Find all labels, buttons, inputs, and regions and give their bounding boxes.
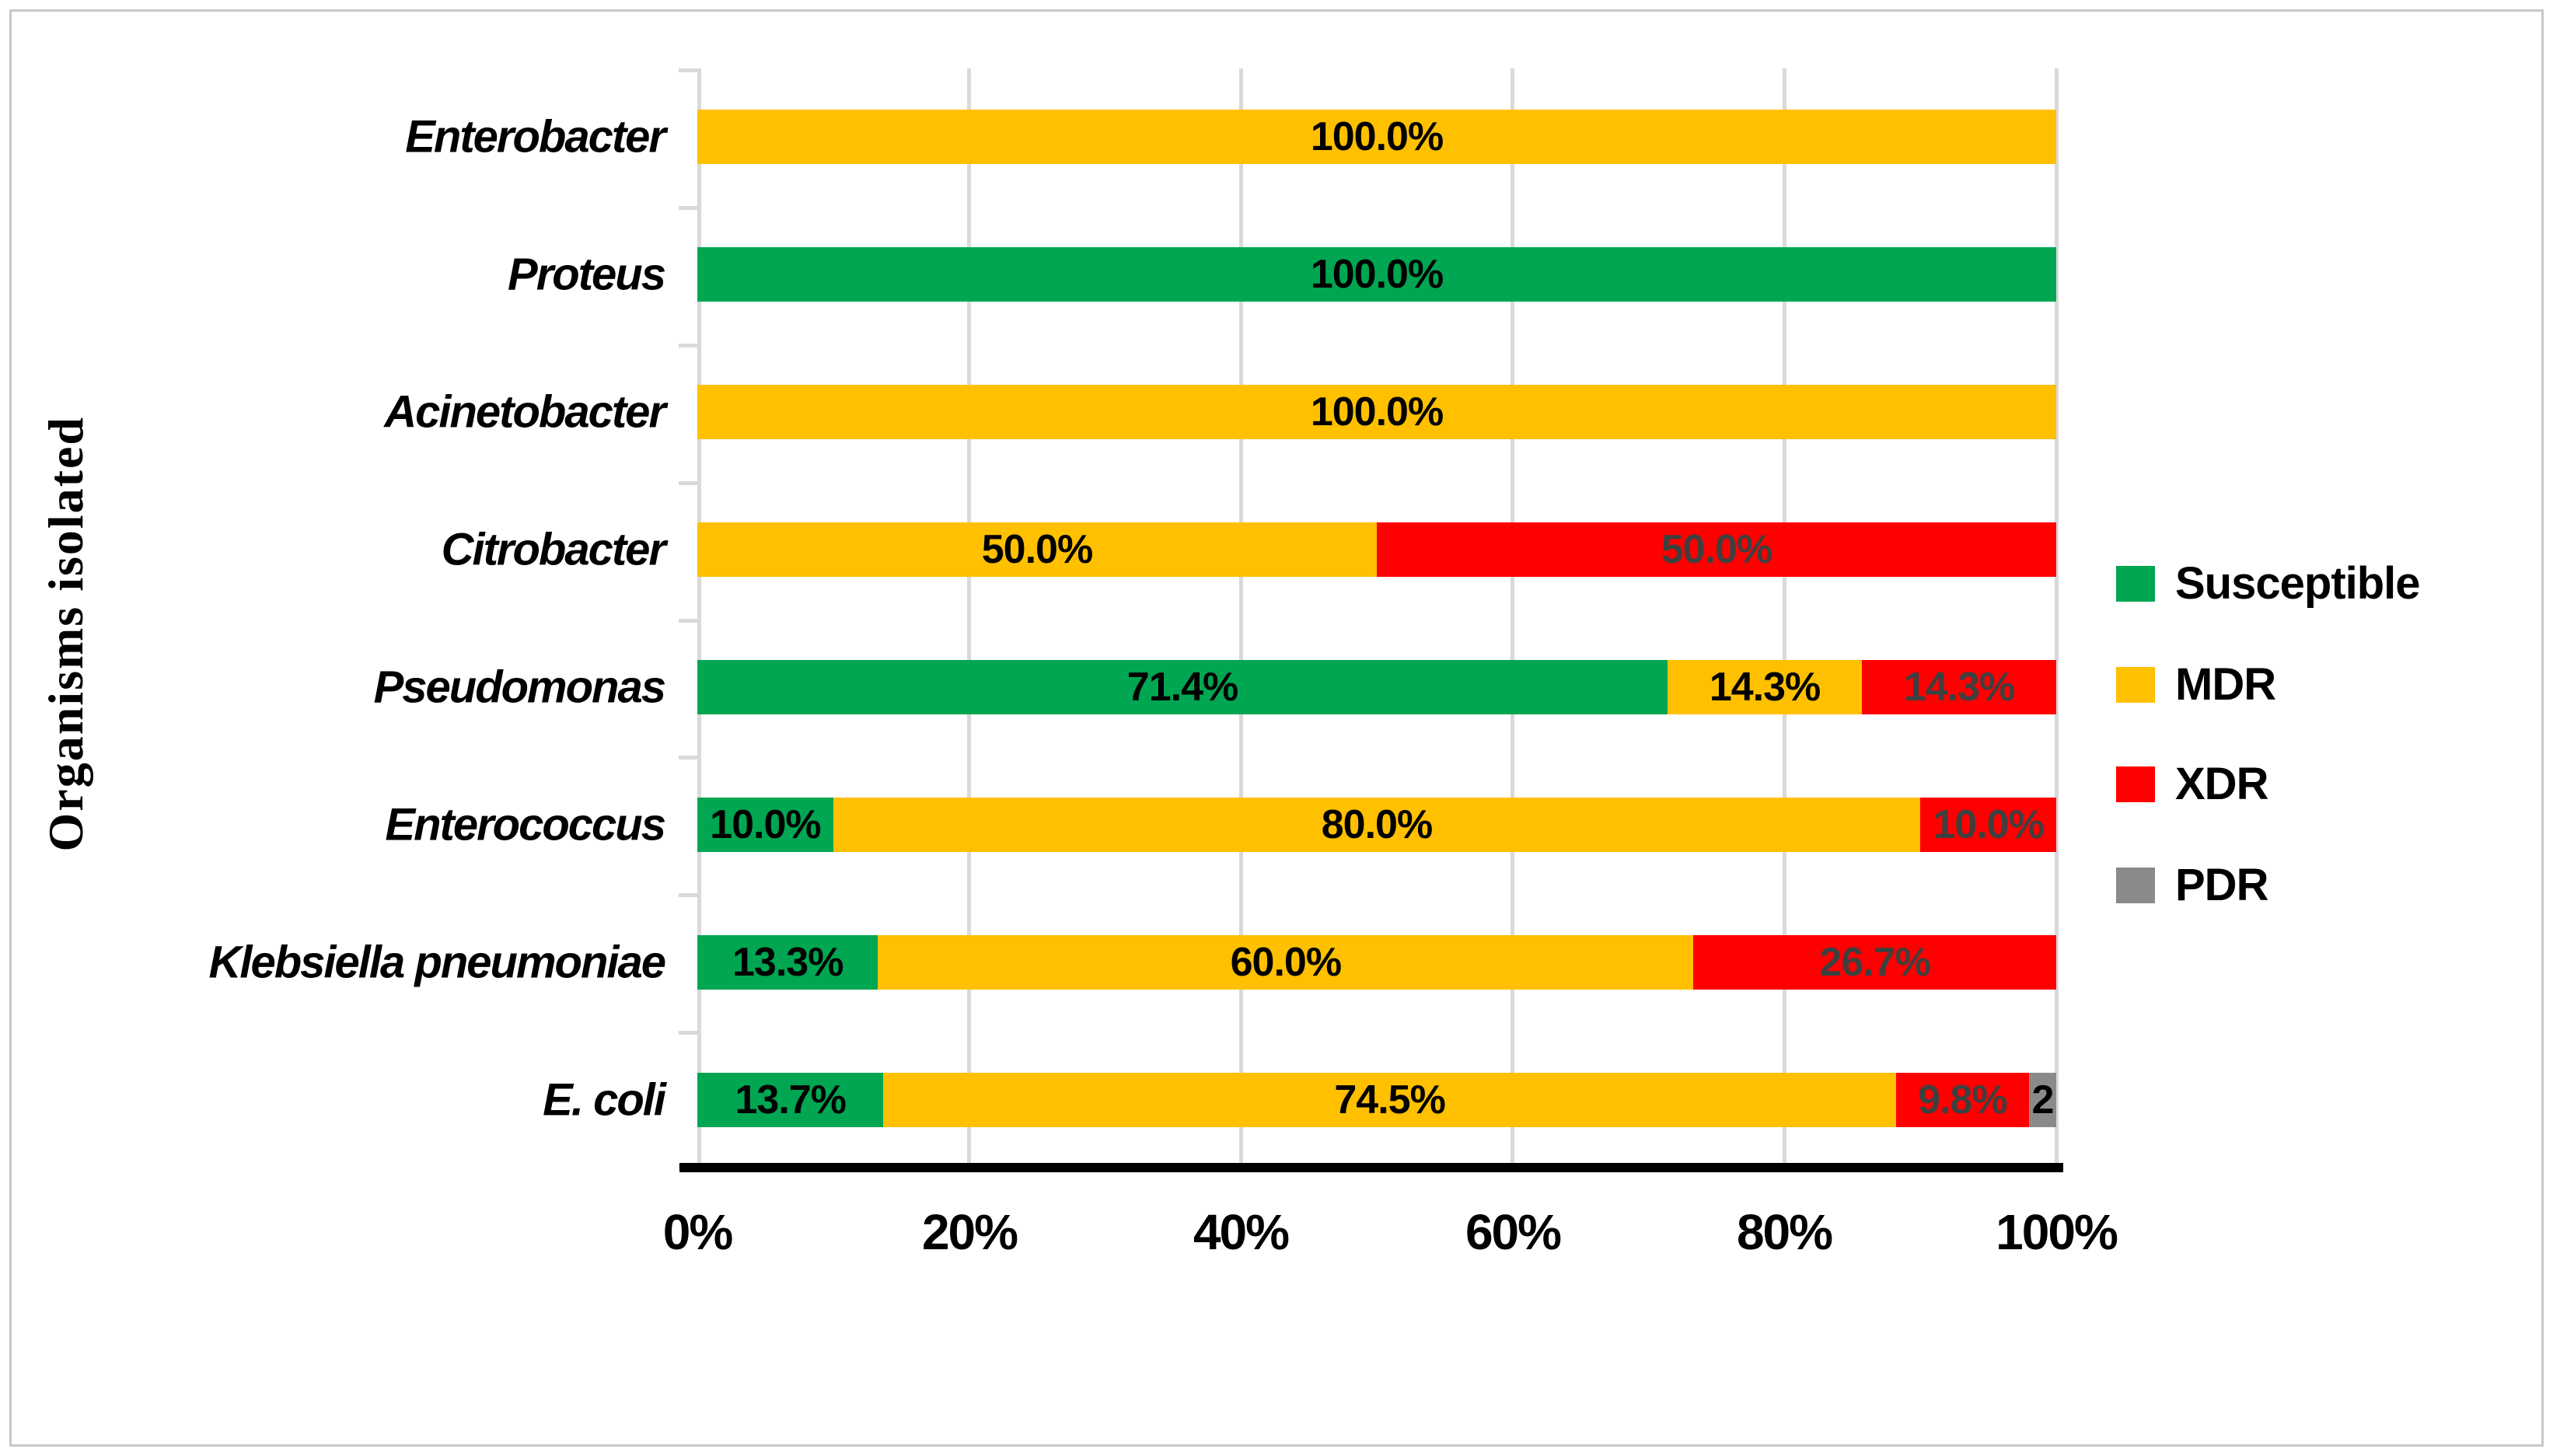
y-axis-tick	[679, 481, 697, 485]
bar-segment-susceptible: 10.0%	[697, 798, 833, 852]
bar-segment-mdr: 100.0%	[697, 110, 2056, 164]
category-label: Pseudomonas	[373, 662, 666, 713]
data-label: 14.3%	[1903, 665, 2015, 710]
category-label: Enterobacter	[405, 111, 666, 162]
data-label: 80.0%	[1321, 802, 1433, 847]
y-axis-tick	[679, 756, 697, 759]
x-axis-tick-label: 100%	[1996, 1204, 2118, 1260]
data-label: 71.4%	[1126, 665, 1238, 710]
bar-row-enterobacter: 100.0%	[697, 110, 2056, 164]
bar-row-proteus: 100.0%	[697, 247, 2056, 302]
bar-segment-mdr: 80.0%	[833, 798, 1921, 852]
x-axis-tick-label: 40%	[1193, 1204, 1290, 1260]
bar-segment-pdr: 2	[2029, 1073, 2056, 1127]
x-axis-tick-label: 0%	[662, 1204, 733, 1260]
y-axis-tick	[679, 893, 697, 897]
bar-segment-mdr: 60.0%	[878, 935, 1694, 990]
data-label: 100.0%	[1310, 252, 1444, 297]
legend-entry-mdr: MDR	[2116, 659, 2276, 710]
data-label: 100.0%	[1310, 389, 1444, 435]
gridline-40%	[1238, 68, 1243, 1168]
legend-entry-xdr: XDR	[2116, 762, 2268, 807]
gridline-60%	[1510, 68, 1515, 1168]
category-label: Klebsiella pneumoniae	[208, 937, 666, 988]
bar-row-pseudomonas: 71.4% 14.3% 14.3%	[697, 660, 2056, 714]
x-axis-tick-label: 60%	[1465, 1204, 1562, 1260]
bar-row-e-coli: 13.7% 74.5% 9.8% 2	[697, 1073, 2056, 1127]
bar-segment-mdr: 74.5%	[883, 1073, 1896, 1127]
bar-segment-xdr: 9.8%	[1895, 1073, 2030, 1127]
y-axis-tick	[679, 206, 697, 210]
gridline-20%	[967, 68, 972, 1168]
y-axis-tick	[679, 68, 697, 72]
data-label: 10.0%	[1933, 802, 2044, 847]
data-label: 50.0%	[1661, 527, 1772, 572]
bar-segment-susceptible: 71.4%	[697, 660, 1668, 714]
data-label: 74.5%	[1334, 1077, 1445, 1123]
data-label: 9.8%	[1918, 1077, 2008, 1123]
x-axis-line	[679, 1163, 2063, 1172]
y-axis-tick	[679, 1031, 697, 1035]
category-label: Acinetobacter	[384, 386, 666, 438]
legend-swatch-pdr	[2116, 868, 2155, 903]
y-axis-tick	[679, 344, 697, 347]
data-label: 14.3%	[1709, 665, 1821, 710]
bar-segment-mdr: 14.3%	[1668, 660, 1863, 714]
y-axis-tick	[679, 619, 697, 623]
category-label: E. coli	[543, 1074, 666, 1126]
legend-swatch-mdr	[2116, 667, 2155, 703]
bar-segment-susceptible: 13.7%	[697, 1073, 884, 1127]
legend-entry-pdr: PDR	[2116, 863, 2268, 908]
legend-swatch-xdr	[2116, 766, 2155, 802]
y-axis-line	[697, 68, 701, 1168]
legend-entry-susceptible: Susceptible	[2116, 558, 2421, 609]
category-label: Enterococcus	[385, 799, 666, 850]
bar-segment-xdr: 14.3%	[1862, 660, 2056, 714]
bar-row-klebsiella-pneumoniae: 13.3% 60.0% 26.7%	[697, 935, 2056, 990]
legend-label: Susceptible	[2175, 558, 2421, 609]
legend-swatch-susceptible	[2116, 566, 2155, 602]
bar-segment-xdr: 10.0%	[1920, 798, 2056, 852]
category-label: Proteus	[508, 249, 666, 300]
data-label: 13.7%	[735, 1077, 847, 1123]
bar-segment-xdr: 26.7%	[1693, 935, 2056, 990]
data-label: 10.0%	[710, 802, 821, 847]
data-label: 100.0%	[1310, 114, 1444, 159]
plot-area: 100.0% 100.0% 100.0% 50.0% 50.0% 71.4% 14.3% 14…	[679, 68, 2059, 1168]
data-label: 13.3%	[732, 940, 843, 985]
legend-label: XDR	[2175, 759, 2268, 809]
bar-row-citrobacter: 50.0% 50.0%	[697, 522, 2056, 577]
x-axis-tick-label: 20%	[921, 1204, 1018, 1260]
bar-row-enterococcus: 10.0% 80.0% 10.0%	[697, 798, 2056, 852]
legend-label: MDR	[2175, 659, 2276, 710]
data-label: 50.0%	[981, 527, 1093, 572]
bar-segment-xdr: 50.0%	[1377, 522, 2056, 577]
y-axis-title-text: Organisms isolated	[38, 415, 93, 852]
bar-row-acinetobacter: 100.0%	[697, 385, 2056, 439]
data-label: 60.0%	[1230, 940, 1342, 985]
gridline-80%	[1782, 68, 1786, 1168]
data-label: 26.7%	[1819, 940, 1930, 985]
bar-segment-mdr: 100.0%	[697, 385, 2056, 439]
bar-segment-susceptible: 100.0%	[697, 247, 2056, 302]
data-label: 2	[2031, 1077, 2055, 1123]
bar-segment-mdr: 50.0%	[697, 522, 1377, 577]
legend-label: PDR	[2175, 860, 2268, 910]
bar-segment-susceptible: 13.3%	[697, 935, 878, 990]
category-label: Citrobacter	[441, 524, 666, 575]
y-axis-title: Organisms isolated	[31, 358, 101, 910]
gridline-100%	[2054, 68, 2059, 1168]
x-axis-tick-label: 80%	[1736, 1204, 1833, 1260]
